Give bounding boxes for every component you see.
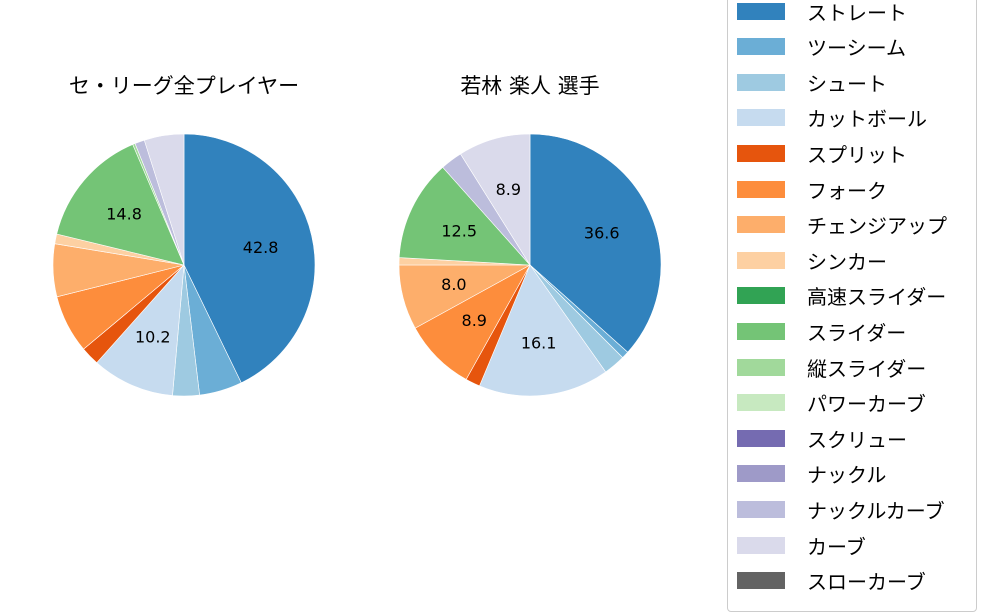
legend-item: 高速スライダー: [737, 281, 946, 311]
legend-item: ツーシーム: [737, 32, 906, 62]
legend-swatch: [737, 429, 785, 447]
legend-item: カットボール: [737, 103, 927, 133]
legend-swatch: [737, 287, 785, 305]
legend: ストレートツーシームシュートカットボール スプリットフォークチェンジアップ シンカー…: [727, 0, 977, 612]
legend-item: ストレート: [737, 0, 907, 26]
pie-slice: [398, 166, 531, 266]
pie-slice: [479, 264, 607, 397]
legend-label: 高速スライダー: [807, 285, 947, 310]
legend-swatch: [737, 216, 785, 234]
legend-label: スライダー: [807, 320, 907, 345]
legend-label: カットボール: [807, 107, 927, 132]
league-pie-chart: 42.8 10.2 14.8: [52, 133, 316, 397]
left-chart-title: セ・リーグ全プレイヤー: [68, 74, 300, 98]
legend-swatch: [737, 73, 785, 91]
pie-slice: [460, 133, 531, 267]
legend-label: シュート: [807, 71, 887, 96]
slice-value-label: 36.6: [584, 223, 620, 242]
legend-item: パワーカーブ: [737, 388, 926, 418]
legend-label: スローカーブ: [807, 570, 926, 595]
legend-item: 縦スライダー: [737, 352, 926, 382]
pie-slice: [529, 133, 662, 353]
legend-item: ナックル: [737, 459, 886, 489]
legend-item: カーブ: [737, 530, 866, 560]
legend-label: スクリュー: [807, 427, 907, 452]
legend-swatch: [737, 251, 785, 269]
legend-item: スライダー: [737, 316, 906, 346]
legend-swatch: [737, 536, 785, 554]
legend-swatch: [737, 109, 785, 127]
player-pie-chart: 36.6 16.1 8.9 8.0 12.5 8.9: [398, 133, 662, 397]
legend-label: チェンジアップ: [807, 214, 947, 239]
legend-swatch: [737, 394, 785, 412]
legend-swatch: [737, 465, 785, 483]
pie-slice: [96, 264, 185, 396]
legend-label: フォーク: [807, 178, 887, 203]
legend-item: スローカーブ: [737, 566, 926, 596]
slice-value-label: 12.5: [441, 221, 477, 240]
legend-item: シンカー: [737, 245, 887, 275]
pie-slice: [56, 144, 185, 266]
legend-label: ナックルカーブ: [807, 498, 945, 523]
slice-value-label: 8.9: [462, 311, 487, 330]
pie-slice: [143, 133, 185, 266]
legend-label: ストレート: [807, 0, 907, 25]
legend-label: ナックル: [807, 463, 887, 488]
slice-value-label: 8.0: [441, 275, 466, 294]
legend-label: スプリット: [807, 142, 907, 167]
legend-item: シュート: [737, 67, 887, 97]
legend-label: シンカー: [807, 249, 887, 274]
legend-label: パワーカーブ: [807, 392, 926, 417]
legend-label: ツーシーム: [807, 36, 906, 61]
legend-item: ナックルカーブ: [737, 494, 945, 524]
legend-swatch: [737, 500, 785, 518]
right-chart-title: 若林 楽人 選手: [460, 74, 600, 98]
legend-swatch: [737, 572, 785, 590]
slice-value-label: 16.1: [521, 334, 557, 353]
legend-label: 縦スライダー: [807, 356, 927, 381]
legend-swatch: [737, 2, 785, 20]
slice-value-label: 8.9: [496, 180, 521, 199]
legend-swatch: [737, 38, 785, 56]
legend-item: スクリュー: [737, 423, 907, 453]
pie-slice: [183, 133, 316, 384]
legend-label: カーブ: [807, 534, 866, 559]
legend-swatch: [737, 358, 785, 376]
legend-item: チェンジアップ: [737, 210, 947, 240]
legend-swatch: [737, 180, 785, 198]
legend-item: スプリット: [737, 138, 907, 168]
slice-value-label: 14.8: [106, 205, 142, 224]
legend-swatch: [737, 144, 785, 162]
legend-swatch: [737, 322, 785, 340]
legend-item: フォーク: [737, 174, 887, 204]
slice-value-label: 10.2: [135, 328, 171, 347]
slice-value-label: 42.8: [243, 238, 279, 257]
